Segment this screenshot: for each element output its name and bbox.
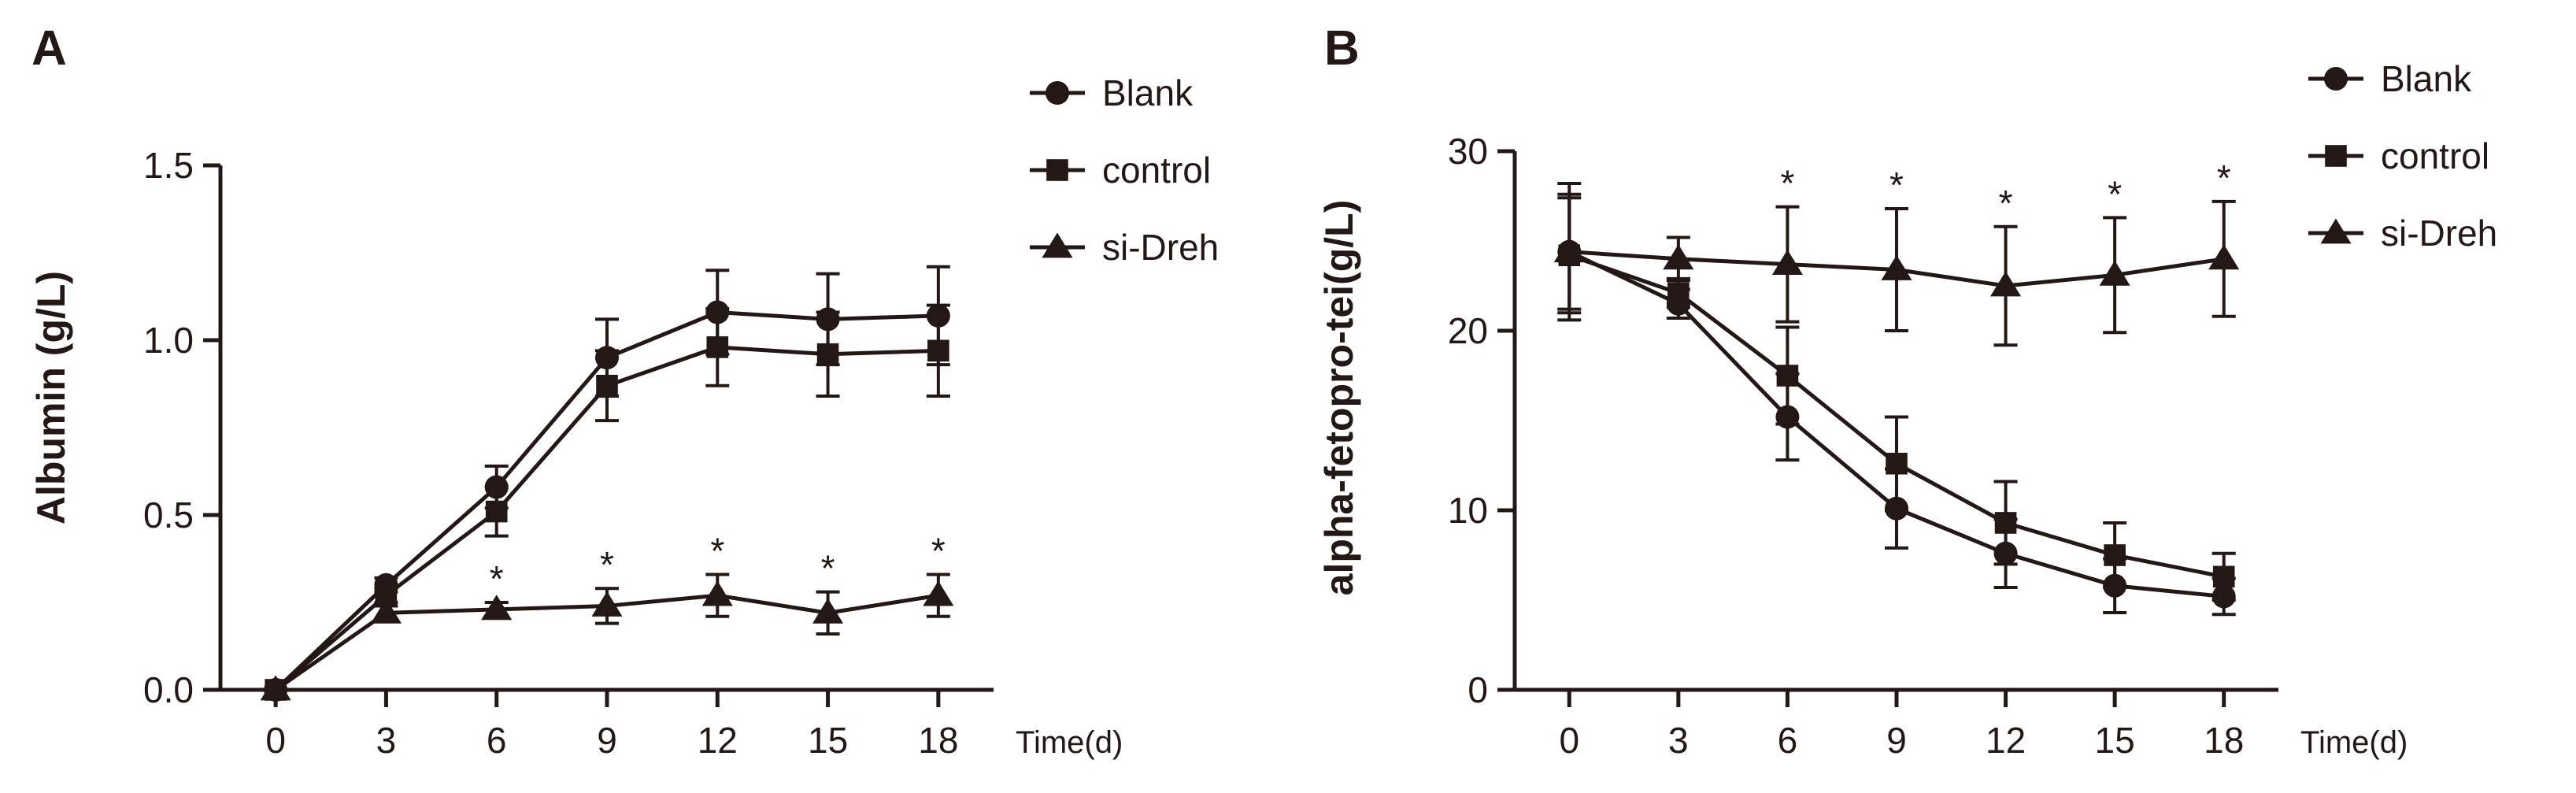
x-tick-label: 18 — [918, 720, 958, 761]
legend-label-blank: Blank — [1102, 72, 1194, 113]
panel-label: B — [1324, 21, 1360, 76]
x-tick-label: 6 — [487, 720, 507, 761]
data-point-control — [706, 336, 729, 358]
x-tick-label: 3 — [376, 720, 397, 761]
data-point-control — [1994, 512, 2017, 534]
legend-label-si-dreh: si-Dreh — [1102, 227, 1219, 268]
legend: Blank control si-Dreh — [1030, 72, 1219, 268]
data-point-blank — [1885, 496, 1908, 521]
data-point-control — [927, 339, 949, 362]
legend-marker-blank — [2324, 67, 2348, 91]
y-axis-label: Albumin (g/L) — [29, 271, 73, 524]
data-point-control — [1667, 282, 1690, 304]
significance-star: * — [1999, 183, 2013, 224]
y-tick-label: 30 — [1448, 131, 1488, 172]
y-tick-label: 1.5 — [143, 145, 194, 186]
legend-marker-si-dreh — [1042, 232, 1073, 258]
markers — [260, 300, 954, 702]
error-bars — [374, 265, 950, 636]
x-tick-label: 15 — [2095, 720, 2135, 761]
legend-label-control: control — [2381, 135, 2489, 176]
data-point-blank — [595, 346, 619, 370]
legend: Blank control si-Dreh — [2308, 58, 2497, 254]
data-point-blank — [1775, 405, 1800, 429]
data-point-si-dreh — [1663, 244, 1694, 270]
data-point-blank — [484, 475, 509, 499]
annotations: * * * * * — [1780, 157, 2230, 224]
data-point-control — [2104, 544, 2126, 566]
y-tick-label: 20 — [1448, 310, 1488, 351]
data-point-control — [816, 343, 839, 365]
data-point-blank — [816, 307, 840, 332]
data-point-control — [1886, 452, 1908, 475]
data-point-control — [485, 500, 508, 523]
data-point-blank — [705, 300, 730, 324]
x-tick-label: 12 — [698, 720, 738, 761]
data-point-si-dreh — [1990, 271, 2022, 297]
y-axis-label: alpha-fetopro-tei(g/L) — [1317, 200, 1361, 596]
data-point-si-dreh — [923, 580, 954, 606]
panel-label: A — [31, 21, 67, 76]
legend-marker-control — [1046, 159, 1068, 181]
data-point-control — [1776, 365, 1799, 387]
data-point-blank — [2211, 584, 2236, 609]
y-tick-label: 0.5 — [143, 495, 194, 535]
significance-star: * — [1889, 165, 1904, 206]
x-axis-label: Time(d) — [2300, 725, 2408, 760]
legend-label-control: control — [1102, 150, 1211, 191]
y-tick-label: 1.0 — [143, 320, 194, 361]
axes: 0.0 0.5 1.0 1.5 0 3 6 9 12 15 18 Time(d) — [143, 145, 1123, 761]
panel-b: B alpha-fetopro-tei(g/L) 0 10 20 30 0 3 6 9 12 15… — [1317, 21, 2497, 761]
legend-marker-si-dreh — [2320, 218, 2352, 244]
x-tick-label: 9 — [597, 720, 617, 761]
data-point-si-dreh — [591, 591, 623, 617]
significance-star: * — [2108, 173, 2122, 214]
x-tick-label: 0 — [265, 720, 286, 761]
error-bars — [1557, 182, 2236, 617]
x-tick-label: 3 — [1668, 720, 1689, 761]
data-point-si-dreh — [481, 595, 513, 621]
significance-star: * — [710, 530, 724, 571]
legend-label-blank: Blank — [2381, 58, 2472, 99]
significance-star: * — [821, 548, 835, 589]
significance-star: * — [2217, 157, 2231, 198]
data-point-si-dreh — [1881, 254, 1912, 280]
significance-star: * — [490, 558, 504, 599]
data-point-control — [2212, 565, 2235, 588]
data-point-si-dreh — [1553, 237, 1585, 263]
x-tick-label: 12 — [1986, 720, 2026, 761]
x-tick-label: 9 — [1886, 720, 1907, 761]
data-point-si-dreh — [812, 598, 844, 624]
x-axis-label: Time(d) — [1016, 725, 1123, 760]
y-tick-label: 0.0 — [143, 669, 194, 710]
data-point-blank — [2103, 573, 2127, 598]
data-point-blank — [926, 303, 950, 328]
axes: 0 10 20 30 0 3 6 9 12 15 18 Time(d) — [1448, 131, 2408, 761]
annotations: * * * * * — [490, 530, 946, 599]
legend-marker-blank — [1046, 81, 1069, 105]
data-point-si-dreh — [2099, 260, 2130, 286]
data-point-blank — [1993, 541, 2018, 565]
data-point-si-dreh — [370, 598, 402, 624]
x-tick-label: 18 — [2204, 720, 2244, 761]
data-point-si-dreh — [701, 580, 733, 606]
x-tick-label: 6 — [1778, 720, 1798, 761]
x-tick-label: 15 — [808, 720, 848, 761]
significance-star: * — [1780, 163, 1794, 204]
y-tick-label: 10 — [1448, 490, 1488, 531]
panel-a: A Albumin (g/L) 0.0 0.5 1.0 1.5 0 3 6 9 12 15 18 Ti… — [29, 21, 1219, 761]
data-point-control — [596, 374, 618, 397]
y-tick-label: 0 — [1468, 669, 1488, 710]
legend-label-si-dreh: si-Dreh — [2381, 213, 2497, 254]
data-point-si-dreh — [1771, 250, 1803, 276]
data-point-si-dreh — [260, 675, 291, 701]
legend-marker-control — [2325, 145, 2347, 167]
significance-star: * — [600, 544, 614, 585]
data-point-si-dreh — [2208, 244, 2240, 270]
x-tick-label: 0 — [1559, 720, 1579, 761]
markers — [1553, 237, 2240, 609]
significance-star: * — [931, 530, 946, 571]
